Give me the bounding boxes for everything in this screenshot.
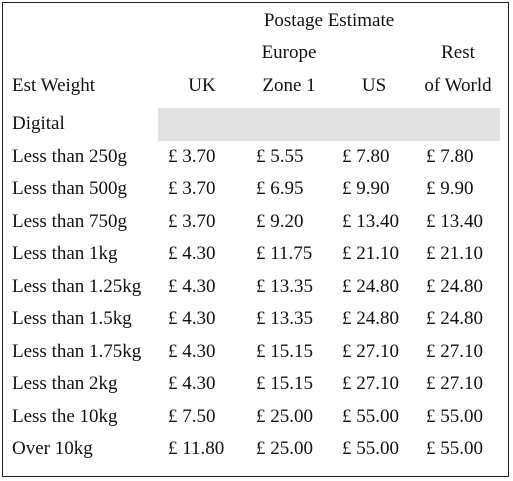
header-line: Zone 1 [262,75,316,96]
header-line: UK [188,75,216,96]
weight-label: Less than 750g [12,210,128,232]
price: £ 11.75 [256,243,313,265]
price: £ 27.10 [426,340,483,362]
weight-label: Less than 500g [12,178,128,200]
weight-label: Less than 2kg [12,373,118,395]
weight-label: Less the 10kg [12,405,118,427]
price: £ 24.80 [426,275,483,297]
price: £ 7.80 [426,145,474,167]
price: £ 15.15 [256,373,313,395]
column-header: Europe Zone 1 [246,36,332,108]
header-line: Rest [441,42,475,63]
column-header: UK [158,36,246,108]
header-line: Est Weight [12,75,96,96]
header-line: Europe [261,42,317,63]
price: £ 5.55 [256,145,304,167]
postage-table: Postage Estimate Est Weight UK Europe Zone 1… [8,6,501,466]
data-row: Less the 10kg £ 7.50 £ 25.00 £ 55.00 £ 55.00 [8,401,500,434]
price: £ 4.30 [168,308,216,330]
header-row: Est Weight UK Europe Zone 1 US Rest of World [8,36,500,108]
price: £ 15.15 [256,340,313,362]
spacer [8,6,158,36]
price: £ 24.80 [426,308,483,330]
price: £ 13.35 [256,275,313,297]
section-band [158,108,501,141]
price: £ 4.30 [168,243,216,265]
price: £ 4.30 [168,340,216,362]
price: £ 13.35 [256,308,313,330]
price: £ 21.10 [342,243,399,265]
weight-label: Less than 1kg [12,243,118,265]
weight-label: Less than 1.75kg [12,340,142,362]
price: £ 11.80 [168,438,225,460]
price: £ 7.80 [342,145,390,167]
data-row: Less than 250g £ 3.70 £ 5.55 £ 7.80 £ 7.80 [8,141,500,174]
price: £ 9.90 [426,178,474,200]
price: £ 4.30 [168,373,216,395]
price: £ 6.95 [256,178,304,200]
frame [2,2,509,477]
data-row: Less than 1.75kg £ 4.30 £ 15.15 £ 27.10 £ 27… [8,336,500,369]
price: £ 25.00 [256,438,313,460]
price: £ 3.70 [168,178,216,200]
data-row: Less than 2kg £ 4.30 £ 15.15 £ 27.10 £ 27.10 [8,368,500,401]
price: £ 24.80 [342,308,399,330]
header-line: of World [424,75,492,96]
price: £ 3.70 [168,145,216,167]
price: £ 27.10 [342,373,399,395]
price: £ 27.10 [426,373,483,395]
price: £ 55.00 [426,405,483,427]
price: £ 24.80 [342,275,399,297]
price: £ 9.20 [256,210,304,232]
price: £ 13.40 [426,210,483,232]
data-row: Less than 750g £ 3.70 £ 9.20 £ 13.40 £ 13.40 [8,206,500,239]
price: £ 13.40 [342,210,399,232]
price: £ 55.00 [342,405,399,427]
weight-label: Less than 1.5kg [12,308,132,330]
price: £ 3.70 [168,210,216,232]
data-row: Over 10kg £ 11.80 £ 25.00 £ 55.00 £ 55.00 [8,433,500,466]
price: £ 7.50 [168,405,216,427]
price: £ 55.00 [426,438,483,460]
data-row: Less than 1kg £ 4.30 £ 11.75 £ 21.10 £ 21.10 [8,238,500,271]
section-label: Digital [12,113,65,135]
column-header: US [332,36,416,108]
header-line: US [361,75,387,96]
price: £ 25.00 [256,405,313,427]
title-row: Postage Estimate [8,6,500,36]
data-row: Less than 500g £ 3.70 £ 6.95 £ 9.90 £ 9.90 [8,173,500,206]
price: £ 27.10 [342,340,399,362]
data-row: Less than 1.25kg £ 4.30 £ 13.35 £ 24.80 £ 24… [8,271,500,304]
section-row: Digital [8,108,501,141]
price: £ 55.00 [342,438,399,460]
table-title: Postage Estimate [263,10,395,31]
weight-label: Over 10kg [12,438,93,460]
price: £ 9.90 [342,178,390,200]
weight-label: Less than 250g [12,145,128,167]
price: £ 4.30 [168,275,216,297]
data-row: Less than 1.5kg £ 4.30 £ 13.35 £ 24.80 £ 24.… [8,303,500,336]
weight-label: Less than 1.25kg [12,275,142,297]
column-header: Rest of World [416,36,500,108]
price: £ 21.10 [426,243,483,265]
column-header: Est Weight [8,36,158,108]
